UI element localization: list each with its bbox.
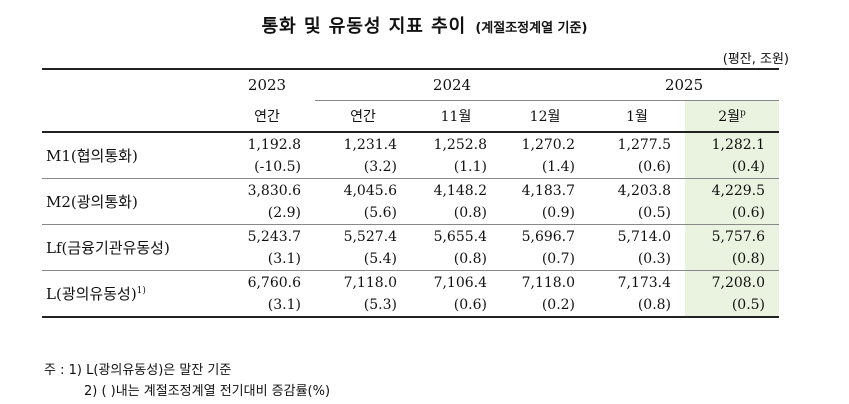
footnote-2: 2) ( )내는 계절조정계열 전기대비 증감률(%) bbox=[84, 384, 331, 399]
value-cell: 4,045.6 bbox=[315, 178, 411, 202]
value-cell: 5,527.4 bbox=[315, 224, 411, 248]
change-cell: (-10.5) bbox=[254, 159, 301, 175]
value-cell: 4,203.8 bbox=[589, 178, 686, 202]
row-label: L(광의유동성)1) bbox=[42, 270, 219, 318]
value-cell: 5,696.7 bbox=[501, 224, 590, 248]
value-cell: 1,192.8 bbox=[219, 131, 315, 156]
footnotes: 주 : 1) L(광의유동성)은 말잔 기준 2) ( )내는 계절조정계열 전… bbox=[44, 360, 330, 402]
change-cell: (3.1) bbox=[267, 251, 301, 267]
change-cell: (3.2) bbox=[363, 159, 397, 175]
header-period: 11월 bbox=[440, 109, 472, 125]
value-cell: 1,277.5 bbox=[589, 131, 686, 156]
change-cell: (5.4) bbox=[363, 251, 397, 267]
change-cell: (0.9) bbox=[541, 205, 576, 221]
change-cell: (0.8) bbox=[453, 251, 487, 267]
change-cell: (5.6) bbox=[363, 205, 397, 221]
header-period: 연간 bbox=[254, 108, 280, 125]
header-blank bbox=[42, 69, 219, 101]
change-cell: (0.8) bbox=[453, 205, 487, 221]
liquidity-table: 2023 2024 2025 연간 연간 11월 12월 1월 2월p M1(협… bbox=[42, 68, 780, 318]
change-cell: (0.4) bbox=[685, 156, 780, 179]
change-cell: (0.6) bbox=[685, 202, 780, 225]
value-cell: 7,106.4 bbox=[411, 270, 501, 294]
table-row-change: (3.1) (5.3) (0.6) (0.2) (0.8) (0.5) bbox=[42, 294, 780, 318]
value-cell: 5,243.7 bbox=[219, 224, 315, 248]
value-cell: 7,118.0 bbox=[501, 270, 590, 294]
table-row: M2(광의통화) 3,830.6 4,045.6 4,148.2 4,183.7 4,20… bbox=[42, 178, 780, 225]
table-row-change: (2.9) (5.6) (0.8) (0.9) (0.5) (0.6) bbox=[42, 202, 780, 225]
table-row-change: (3.1) (5.4) (0.8) (0.7) (0.3) (0.8) bbox=[42, 248, 780, 271]
row-label: M2(광의통화) bbox=[42, 178, 219, 225]
change-cell: (0.5) bbox=[685, 294, 780, 318]
title-sub: (계절조정계열 기준) bbox=[475, 21, 588, 36]
value-cell: 7,118.0 bbox=[315, 270, 411, 294]
row-label: M1(협의통화) bbox=[42, 131, 219, 179]
value-cell: 1,270.2 bbox=[501, 131, 590, 156]
change-cell: (3.1) bbox=[219, 294, 315, 318]
value-cell: 1,282.1 bbox=[685, 131, 780, 156]
value-cell: 4,148.2 bbox=[411, 178, 501, 202]
value-cell: 5,757.6 bbox=[685, 224, 780, 248]
table-body: M1(협의통화) 1,192.8 1,231.4 1,252.8 1,270.2 1,27… bbox=[42, 131, 780, 318]
change-cell: (0.8) bbox=[589, 294, 686, 318]
change-cell: (0.5) bbox=[637, 205, 672, 221]
title-main: 통화 및 유동성 지표 추이 bbox=[261, 16, 467, 37]
footnote-1: 주 : 1) L(광의유동성)은 말잔 기준 bbox=[44, 363, 232, 378]
value-cell: 6,760.6 bbox=[219, 270, 315, 294]
header-period: 1월 bbox=[626, 109, 648, 125]
change-cell: (1.1) bbox=[453, 159, 487, 175]
header-period-row: 연간 연간 11월 12월 1월 2월p bbox=[42, 100, 780, 133]
header-year-2024: 2024 bbox=[315, 69, 590, 101]
header-period-latest: 2월p bbox=[685, 100, 780, 132]
change-cell: (0.6) bbox=[637, 159, 672, 175]
header-year-row: 2023 2024 2025 bbox=[42, 69, 780, 101]
change-cell: (0.7) bbox=[541, 251, 576, 267]
table-row: Lf(금융기관유동성) 5,243.7 5,527.4 5,655.4 5,696.7 5… bbox=[42, 224, 780, 271]
change-cell: (5.3) bbox=[315, 294, 411, 318]
value-cell: 1,252.8 bbox=[411, 131, 501, 156]
value-cell: 7,173.4 bbox=[589, 270, 686, 294]
value-cell: 4,183.7 bbox=[501, 178, 590, 202]
table-title: 통화 및 유동성 지표 추이 (계절조정계열 기준) bbox=[0, 12, 849, 38]
header-period: 12월 bbox=[529, 109, 561, 125]
change-cell: (0.2) bbox=[501, 294, 590, 318]
value-cell: 5,714.0 bbox=[589, 224, 686, 248]
change-cell: (0.8) bbox=[685, 248, 780, 271]
header-blank bbox=[42, 101, 219, 133]
value-cell: 3,830.6 bbox=[219, 178, 315, 202]
value-cell: 7,208.0 bbox=[685, 270, 780, 294]
table-row: M1(협의통화) 1,192.8 1,231.4 1,252.8 1,270.2 1,27… bbox=[42, 131, 780, 179]
header-year-2025: 2025 bbox=[589, 69, 780, 101]
change-cell: (0.6) bbox=[411, 294, 501, 318]
value-cell: 4,229.5 bbox=[685, 178, 780, 202]
change-cell: (0.3) bbox=[637, 251, 672, 267]
value-cell: 1,231.4 bbox=[315, 131, 411, 156]
table-row: L(광의유동성)1) 6,760.6 7,118.0 7,106.4 7,118.0 7,… bbox=[42, 270, 780, 318]
row-label: Lf(금융기관유동성) bbox=[42, 224, 219, 271]
header-year-2023: 2023 bbox=[247, 76, 287, 95]
value-cell: 5,655.4 bbox=[411, 224, 501, 248]
header-period: 연간 bbox=[350, 109, 376, 125]
table-row-change: (-10.5) (3.2) (1.1) (1.4) (0.6) (0.4) bbox=[42, 156, 780, 179]
change-cell: (1.4) bbox=[541, 159, 576, 175]
change-cell: (2.9) bbox=[267, 205, 301, 221]
unit-label: (평잔, 조원) bbox=[722, 52, 789, 67]
